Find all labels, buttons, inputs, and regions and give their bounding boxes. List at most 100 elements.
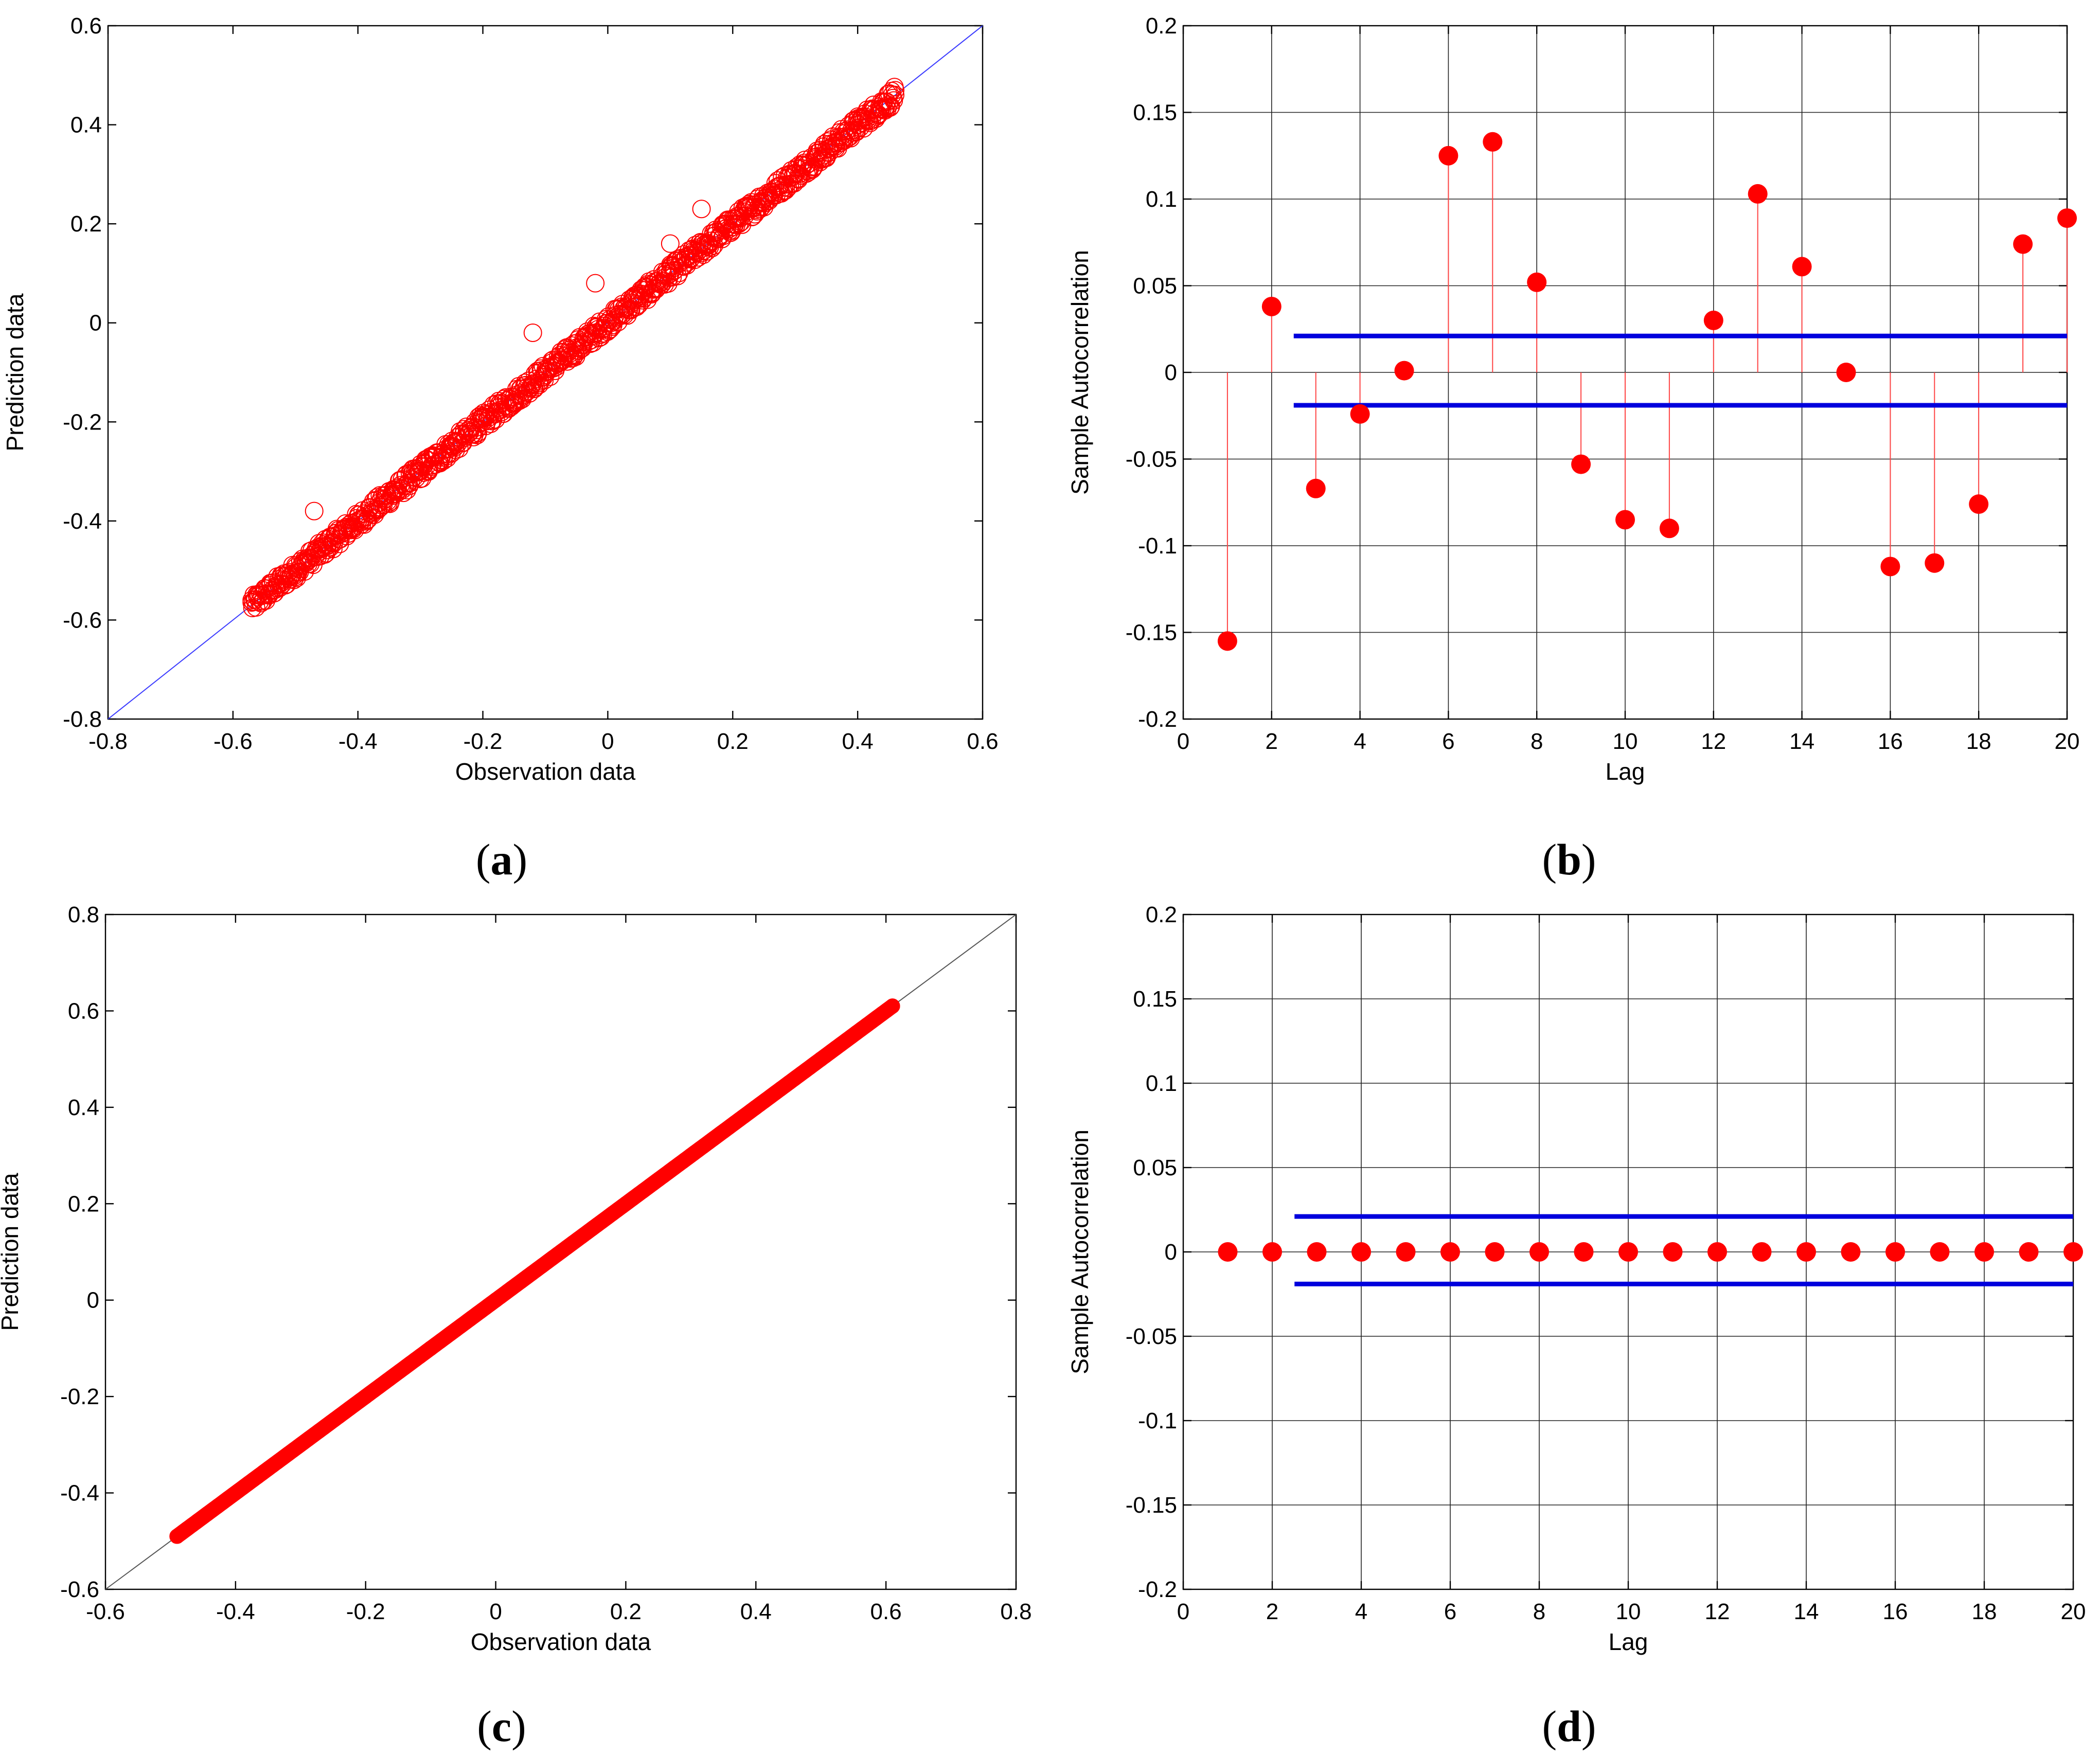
stem-marker (2057, 208, 2077, 228)
stem-marker (1748, 184, 1768, 204)
y-tick-label: -0.6 (60, 1577, 99, 1602)
stem-marker (1351, 1242, 1371, 1262)
y-tick-label: 0 (1165, 360, 1177, 385)
panel-d-autocorrelation-plot: 0 2 4 6 8 10 12 14 16 18 20 -0.2 -0.15 -0.1 -0.05 0 0.05… (1066, 902, 2086, 1655)
stem-marker (1796, 1242, 1816, 1262)
x-tick-label: 18 (1972, 1599, 1997, 1624)
x-tick-label: 0.4 (740, 1599, 772, 1624)
data-point (617, 297, 636, 316)
stem-marker (1925, 553, 1945, 573)
x-tick-label: 6 (1444, 1599, 1456, 1624)
data-point (553, 1244, 568, 1260)
x-tick-label: 2 (1266, 1599, 1278, 1624)
x-tick-label: 0.2 (717, 729, 749, 754)
stem-marker (1483, 132, 1503, 152)
stem-marker (1438, 146, 1458, 166)
y-tick-label: 0.2 (1146, 13, 1177, 39)
data-point (598, 313, 617, 332)
data-point (420, 460, 439, 479)
axes-frame (104, 913, 1017, 1590)
y-axis-label: Sample Autocorrelation (1066, 250, 1093, 495)
data-point (486, 404, 505, 423)
stem-marker (1659, 518, 1679, 539)
data-point (692, 200, 711, 219)
stem-marker (1262, 1242, 1282, 1262)
x-tick-label: 10 (1613, 729, 1638, 754)
x-tick-label: -0.6 (86, 1599, 125, 1624)
data-point (169, 1529, 185, 1544)
data-point (618, 1196, 634, 1212)
y-tick-label: 0.05 (1133, 274, 1177, 299)
data-point (396, 466, 415, 485)
stem-marker (1969, 494, 1989, 514)
y-axis-label: Prediction data (2, 293, 28, 451)
data-point (286, 556, 305, 575)
stem-marker (1792, 257, 1812, 277)
stem-marker (1350, 404, 1370, 424)
y-tick-label: 0.05 (1133, 1155, 1177, 1180)
data-point (261, 576, 280, 595)
data-point (755, 190, 773, 208)
panel-label-d: (d) (1542, 1701, 1596, 1751)
stem-marker (1885, 1242, 1905, 1262)
panel-label-b: (b) (1542, 835, 1596, 884)
x-tick-label: 2 (1266, 729, 1278, 754)
data-point (413, 469, 432, 488)
panel-b-autocorrelation-plot: 0 2 4 6 8 10 12 14 16 18 20 -0.2 -0.15 -0.1 -0.05 0 0.05… (1066, 13, 2079, 785)
stem-marker (1841, 1242, 1861, 1262)
y-tick-label: -0.2 (1138, 707, 1177, 732)
data-point (242, 590, 261, 609)
stem-marker (1529, 1242, 1549, 1262)
y-tick-label: 0.6 (70, 13, 102, 39)
data-point (285, 566, 304, 585)
x-tick-label: -0.2 (346, 1599, 385, 1624)
stem-marker (1396, 1242, 1416, 1262)
y-tick-label: 0 (1165, 1240, 1177, 1265)
data-point (786, 165, 805, 184)
x-tick-label: 0 (601, 729, 614, 754)
x-tick-label: 8 (1530, 729, 1543, 754)
y-tick-label: 0 (87, 1288, 99, 1313)
data-point (817, 140, 836, 159)
stem-marker (1615, 510, 1635, 530)
x-tick-label: 0 (489, 1599, 502, 1624)
stem-marker (1527, 272, 1547, 292)
y-tick-label: -0.4 (60, 1481, 99, 1506)
data-point (358, 1389, 373, 1404)
x-tick-label: 20 (2055, 729, 2080, 754)
axes-frame (107, 25, 984, 720)
stem-marker (1663, 1242, 1683, 1262)
data-point (317, 536, 336, 555)
x-axis-label: Lag (1609, 1628, 1648, 1655)
y-tick-label: -0.4 (63, 509, 102, 534)
x-tick-label: 4 (1355, 1599, 1367, 1624)
x-tick-label: 0.2 (610, 1599, 642, 1624)
x-axis-label: Lag (1606, 758, 1645, 785)
data-point (785, 174, 804, 193)
y-tick-label: -0.05 (1126, 1324, 1177, 1349)
stem-marker (1485, 1242, 1505, 1262)
stem-marker (1307, 1242, 1327, 1262)
data-point (354, 515, 373, 534)
stem-marker (2019, 1242, 2039, 1262)
stem-marker (1703, 310, 1723, 330)
x-tick-label: 10 (1616, 1599, 1641, 1624)
data-point (813, 1051, 829, 1067)
data-point (473, 413, 492, 432)
data-point (661, 264, 680, 283)
data-point (411, 462, 430, 481)
x-tick-label: -0.6 (213, 729, 253, 754)
x-tick-label: 0.4 (842, 729, 874, 754)
y-tick-label: 0.2 (1146, 902, 1177, 927)
stem-marker (1974, 1242, 1994, 1262)
data-point (348, 511, 367, 530)
data-point (293, 1437, 309, 1453)
y-tick-label: 0.1 (1146, 1071, 1177, 1096)
stem-marker (1218, 1242, 1238, 1262)
x-tick-label: 18 (1966, 729, 1991, 754)
x-axis-label: Observation data (455, 758, 636, 785)
y-tick-label: 0.4 (68, 1095, 99, 1120)
y-tick-label: -0.2 (60, 1384, 99, 1409)
data-point (885, 998, 900, 1014)
x-tick-label: -0.4 (339, 729, 378, 754)
